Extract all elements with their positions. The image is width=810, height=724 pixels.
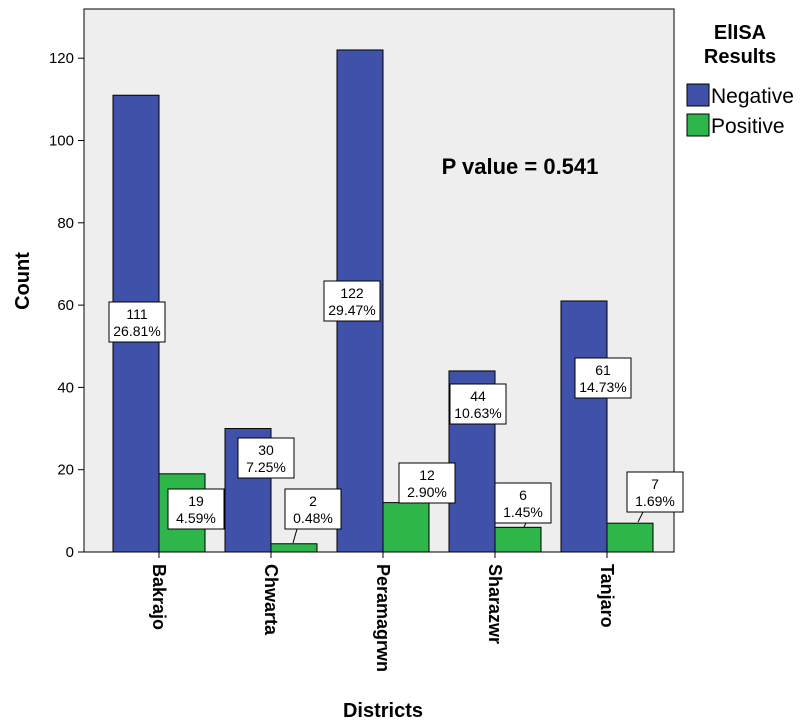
bar-positive-tanjaro	[606, 522, 654, 553]
data-label-percent: 0.48%	[293, 510, 333, 526]
data-label-count: 122	[340, 285, 364, 301]
x-axis-title: Districts	[343, 700, 423, 722]
legend-swatch-negative	[686, 83, 710, 107]
x-tick-label-peramagrwn: Peramagrwn	[373, 564, 393, 672]
data-label-box	[323, 280, 381, 322]
data-label-box	[284, 488, 342, 530]
legend-label-positive: Positive	[711, 115, 785, 138]
data-label-percent: 14.73%	[579, 379, 626, 395]
data-label-percent: 29.47%	[328, 302, 375, 318]
legend-title-line1: ElISA	[714, 22, 766, 44]
data-label-box	[494, 482, 552, 524]
y-tick-label: 80	[57, 215, 74, 232]
data-label-percent: 4.59%	[176, 510, 216, 526]
data-label-percent: 7.25%	[246, 459, 286, 475]
y-axis-title: Count	[12, 252, 34, 310]
x-tick-label-chwarta: Chwarta	[261, 564, 281, 636]
data-label-leader	[637, 511, 644, 523]
data-label-percent: 10.63%	[454, 405, 501, 421]
data-label-positive-bakrajo: 194.59%	[167, 488, 225, 530]
legend-label-negative: Negative	[711, 85, 794, 108]
data-label-box	[167, 488, 225, 530]
x-tick-label-bakrajo: Bakrajo	[149, 564, 169, 630]
data-label-leader	[292, 528, 298, 544]
p-value-annotation: P value = 0.541	[442, 154, 599, 179]
x-tick-label-sharazwr: Sharazwr	[485, 564, 505, 644]
legend-swatch-positive	[686, 113, 710, 137]
data-label-box	[108, 301, 166, 343]
data-label-positive-tanjaro: 71.69%	[626, 471, 684, 523]
data-label-count: 61	[595, 362, 611, 378]
data-label-count: 19	[188, 493, 204, 509]
data-label-box	[574, 357, 632, 399]
bar-positive-peramagrwn	[382, 502, 430, 553]
data-label-count: 2	[309, 493, 317, 509]
bar-positive-sharazwr	[494, 526, 542, 553]
data-label-count: 44	[470, 388, 486, 404]
y-tick-label: 0	[66, 544, 74, 561]
y-tick-label: 60	[57, 297, 74, 314]
data-label-count: 111	[126, 306, 147, 322]
data-label-box	[237, 437, 295, 479]
data-label-negative-chwarta: 307.25%	[237, 437, 295, 479]
data-label-count: 7	[651, 476, 659, 492]
data-label-count: 30	[258, 442, 274, 458]
x-tick-label-tanjaro: Tanjaro	[597, 564, 617, 628]
data-label-percent: 2.90%	[407, 484, 447, 500]
data-label-percent: 1.45%	[503, 504, 543, 520]
data-label-count: 6	[519, 487, 527, 503]
data-label-box	[449, 383, 507, 425]
legend-title-line2: Results	[704, 46, 776, 68]
data-label-positive-peramagrwn: 122.90%	[398, 462, 456, 504]
data-label-percent: 1.69%	[635, 493, 675, 509]
y-tick-label: 20	[57, 462, 74, 479]
data-label-box	[398, 462, 456, 504]
bar-negative-tanjaro	[560, 300, 608, 553]
y-tick-label: 100	[49, 133, 74, 150]
data-label-positive-chwarta: 20.48%	[284, 488, 342, 544]
data-label-box	[626, 471, 684, 513]
y-tick-label: 120	[49, 50, 74, 67]
data-label-percent: 26.81%	[113, 323, 160, 339]
data-label-positive-sharazwr: 61.45%	[494, 482, 552, 528]
y-tick-label: 40	[57, 379, 74, 396]
data-label-leader	[523, 522, 527, 528]
bar-positive-chwarta	[270, 543, 318, 553]
data-label-count: 12	[419, 467, 435, 483]
